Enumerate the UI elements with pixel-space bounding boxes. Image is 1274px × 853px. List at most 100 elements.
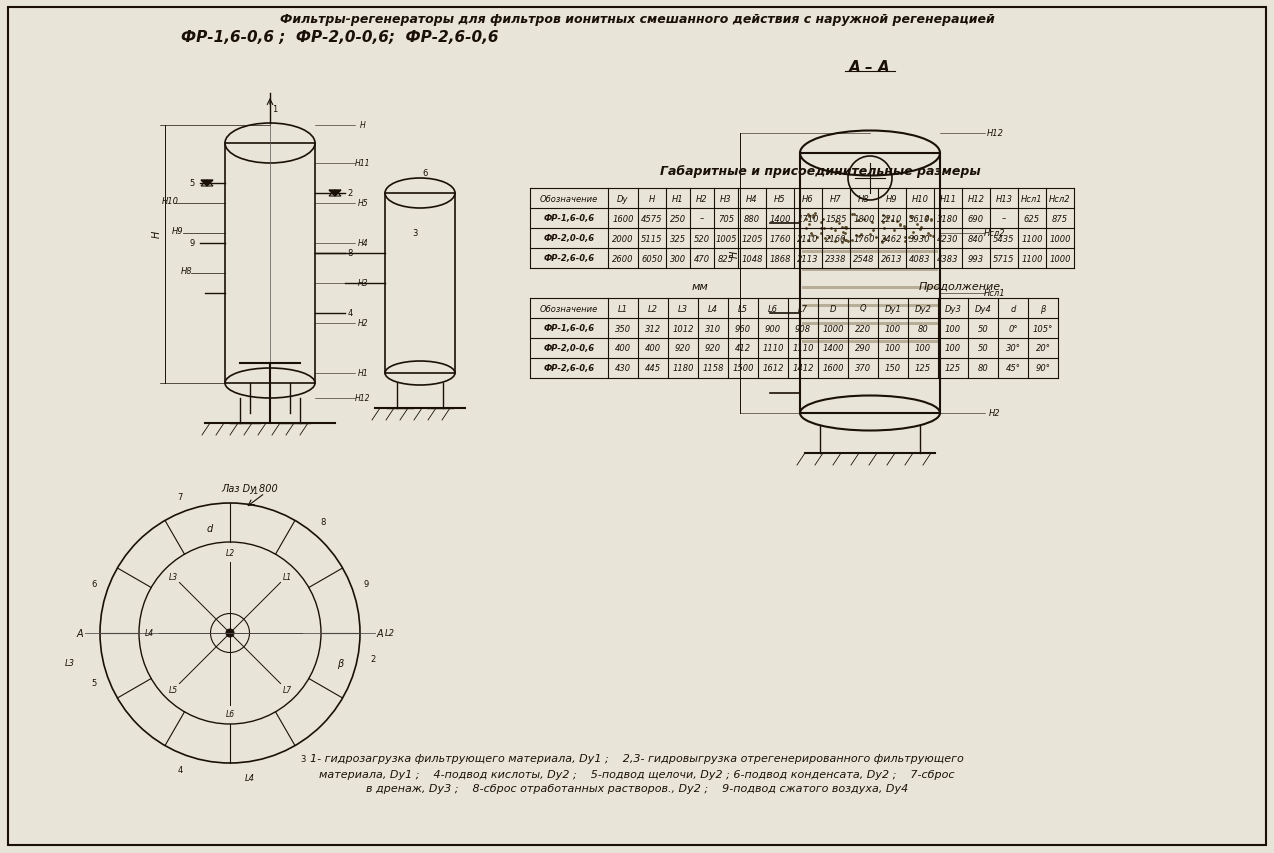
Text: 0°: 0° [1008,324,1018,334]
Text: ФР-1,6-0,6: ФР-1,6-0,6 [544,214,595,223]
Text: –: – [1001,214,1006,223]
Bar [800,154,940,414]
Text: H12: H12 [355,394,371,403]
Text: 6050: 6050 [641,254,662,264]
Text: H9: H9 [172,226,183,235]
Text: 80: 80 [917,324,929,334]
Text: L5: L5 [168,686,177,694]
Text: 6: 6 [90,579,97,589]
Text: H12: H12 [986,130,1004,138]
Text: 2548: 2548 [854,254,875,264]
Text: 5115: 5115 [641,235,662,243]
Text: 312: 312 [645,324,661,334]
Text: H1: H1 [673,194,684,203]
Text: 3: 3 [299,754,306,763]
Text: 2600: 2600 [613,254,633,264]
Text: 412: 412 [735,344,752,353]
Text: 20°: 20° [1036,344,1051,353]
Text: 370: 370 [855,364,871,373]
Text: мм: мм [692,281,708,292]
Text: 45°: 45° [1005,364,1020,373]
Text: H2: H2 [989,409,1001,418]
Text: 1868: 1868 [769,254,791,264]
Polygon shape [201,181,213,187]
Text: 90°: 90° [1036,364,1051,373]
Text: H: H [648,194,655,203]
Text: 920: 920 [705,344,721,353]
Text: Нсл1: Нсл1 [1022,194,1043,203]
Text: –: – [699,214,705,223]
Text: 1760: 1760 [769,235,791,243]
Text: 1: 1 [252,486,257,495]
Text: H7: H7 [831,194,842,203]
Text: L3: L3 [678,305,688,313]
Text: 625: 625 [1024,214,1040,223]
Text: L3: L3 [65,659,75,668]
Text: L2: L2 [225,548,234,557]
Text: 1205: 1205 [741,235,763,243]
Text: Продолжение: Продолжение [919,281,1001,292]
Text: 2113: 2113 [798,254,819,264]
Text: 960: 960 [735,324,752,334]
Text: ФР-2,0-0,6: ФР-2,0-0,6 [544,344,595,353]
Text: H: H [730,250,740,258]
Text: 908: 908 [795,324,812,334]
Text: Обозначение: Обозначение [540,305,598,313]
Text: ФР-1,6-0,6 ;  ФР-2,0-0,6;  ФР-2,6-0,6: ФР-1,6-0,6 ; ФР-2,0-0,6; ФР-2,6-0,6 [181,30,498,44]
Text: L1: L1 [283,572,292,581]
Text: 1800: 1800 [854,214,875,223]
Text: Нсл1: Нсл1 [985,289,1005,299]
Text: 2613: 2613 [882,254,903,264]
Text: А – А: А – А [850,61,891,75]
Text: ФР-2,6-0,6: ФР-2,6-0,6 [544,254,595,264]
Text: 1110: 1110 [762,344,784,353]
Text: 1048: 1048 [741,254,763,264]
Text: 4: 4 [178,765,183,774]
Text: материала, Dy1 ;    4-подвод кислоты, Dy2 ;    5-подвод щелочи, Dy2 ; 6-подвод к: материала, Dy1 ; 4-подвод кислоты, Dy2 ;… [320,769,954,779]
Text: 8: 8 [321,518,326,527]
Text: 2: 2 [348,189,353,198]
Text: 1000: 1000 [1050,235,1070,243]
Text: 825: 825 [719,254,734,264]
Text: Dy1: Dy1 [884,305,902,313]
Text: 220: 220 [855,324,871,334]
Bar [385,194,455,374]
Text: H8: H8 [859,194,870,203]
Text: 1585: 1585 [826,214,847,223]
Text: 3610: 3610 [910,214,931,223]
Text: 325: 325 [670,235,687,243]
Text: 900: 900 [764,324,781,334]
Text: β: β [1041,305,1046,313]
Text: 430: 430 [615,364,631,373]
Text: 690: 690 [968,214,984,223]
Text: 1412: 1412 [792,364,814,373]
Circle shape [225,630,234,637]
Text: L4: L4 [145,629,154,638]
Text: H6: H6 [803,194,814,203]
Text: 1005: 1005 [715,235,736,243]
Text: 1400: 1400 [769,214,791,223]
Text: 1012: 1012 [673,324,694,334]
Text: L2: L2 [648,305,657,313]
Text: 4383: 4383 [938,254,959,264]
Text: 3180: 3180 [938,214,959,223]
Text: 2: 2 [371,654,376,663]
Text: 1100: 1100 [1022,254,1042,264]
Text: 5435: 5435 [994,235,1015,243]
Text: 100: 100 [885,344,901,353]
Text: 1: 1 [273,104,278,113]
Text: 1500: 1500 [733,364,754,373]
Text: 5715: 5715 [994,254,1015,264]
Text: 400: 400 [645,344,661,353]
Text: 105°: 105° [1033,324,1054,334]
Text: Нсл2: Нсл2 [1050,194,1071,203]
Text: 125: 125 [945,364,961,373]
Text: 100: 100 [945,324,961,334]
Text: 2160: 2160 [826,235,847,243]
Text: 1612: 1612 [762,364,784,373]
Text: 350: 350 [615,324,631,334]
Text: 1180: 1180 [673,364,694,373]
Text: β: β [336,659,343,668]
Text: A: A [76,629,83,638]
Text: Фильтры-регенераторы для фильтров ионитных смешанного действия с наружной регене: Фильтры-регенераторы для фильтров ионитн… [279,13,995,26]
